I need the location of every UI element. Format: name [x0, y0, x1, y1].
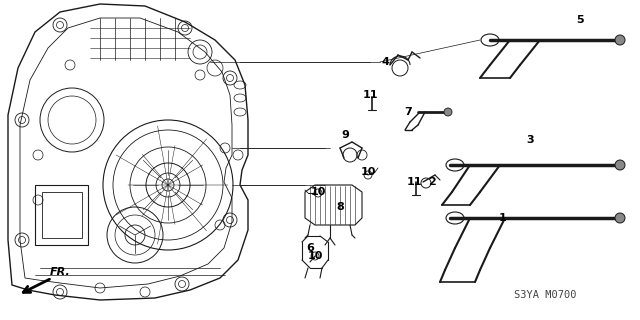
Text: FR.: FR. [50, 267, 71, 277]
Text: 10: 10 [307, 251, 323, 261]
Text: 11: 11 [406, 177, 422, 187]
Circle shape [444, 108, 452, 116]
Circle shape [615, 160, 625, 170]
Text: 3: 3 [526, 135, 534, 145]
Text: 4: 4 [381, 57, 389, 67]
Text: 10: 10 [310, 187, 326, 197]
Text: 7: 7 [404, 107, 412, 117]
Circle shape [615, 35, 625, 45]
Text: 11: 11 [362, 90, 378, 100]
Text: 8: 8 [336, 202, 344, 212]
Text: 10: 10 [360, 167, 376, 177]
Circle shape [615, 213, 625, 223]
Text: 2: 2 [428, 177, 436, 187]
Text: 5: 5 [576, 15, 584, 25]
Text: S3YA M0700: S3YA M0700 [514, 290, 576, 300]
Text: 1: 1 [499, 213, 507, 223]
Text: 9: 9 [341, 130, 349, 140]
Text: 6: 6 [306, 243, 314, 253]
